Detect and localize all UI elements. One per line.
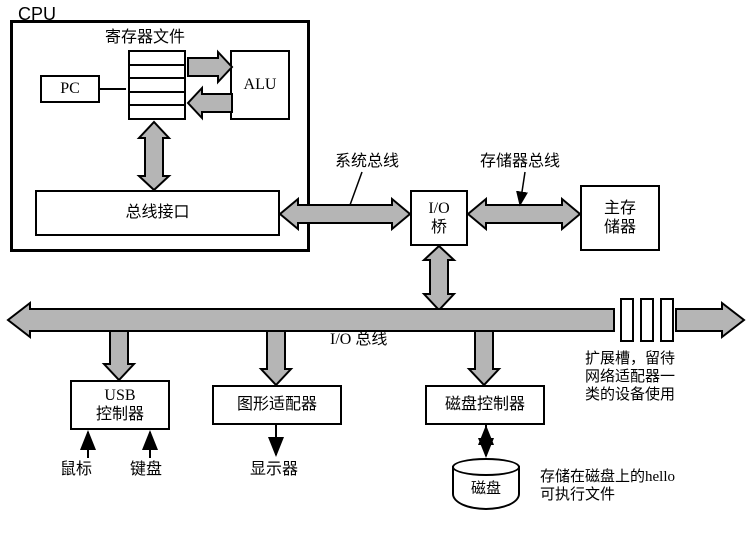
bus-interface-box: 总线接口 (35, 190, 280, 236)
hello-note: 存储在磁盘上的hello 可执行文件 (540, 468, 675, 504)
gfx-text: 图形适配器 (237, 395, 317, 414)
disk-controller-box: 磁盘控制器 (425, 385, 545, 425)
exp-slots-label: 扩展槽，留待 网络适配器一 类的设备使用 (585, 350, 675, 404)
system-bus-label: 系统总线 (335, 152, 399, 171)
io-bridge-text: I/O 桥 (428, 199, 449, 237)
alu-box: ALU (230, 50, 290, 120)
memory-bus-label: 存储器总线 (480, 152, 560, 171)
arrow-iobus-usb (104, 331, 134, 380)
cpu-label: CPU (18, 4, 56, 26)
io-bus-right (676, 303, 744, 337)
exp-slot-1 (620, 298, 634, 342)
usb-text: USB 控制器 (96, 386, 144, 424)
exp-slot-3 (660, 298, 674, 342)
exp-slot-2 (640, 298, 654, 342)
graphics-adapter-box: 图形适配器 (212, 385, 342, 425)
arrow-iobridge-mem (468, 199, 580, 229)
regfile-label: 寄存器文件 (105, 28, 185, 47)
register-file-box (128, 50, 186, 120)
keyboard-label: 键盘 (130, 460, 162, 479)
mouse-label: 鼠标 (60, 460, 92, 479)
line-membus-pointer (520, 172, 525, 205)
pc-text: PC (60, 79, 80, 98)
io-bus-label: I/O 总线 (330, 330, 387, 349)
arrow-iobridge-iobus (424, 246, 454, 310)
arrow-iobus-disk (469, 331, 499, 385)
arrow-iobus-gfx (261, 331, 291, 385)
io-bus-bar (8, 303, 614, 337)
disk-ctrl-text: 磁盘控制器 (445, 395, 525, 414)
main-memory-box: 主存 储器 (580, 185, 660, 251)
io-bridge-box: I/O 桥 (410, 190, 468, 246)
line-sysbus-pointer (350, 172, 362, 205)
disk-cylinder-top (452, 458, 520, 476)
main-mem-text: 主存 储器 (604, 199, 636, 237)
alu-text: ALU (244, 75, 277, 94)
display-label: 显示器 (250, 460, 298, 479)
disk-text: 磁盘 (471, 477, 501, 498)
pc-box: PC (40, 75, 100, 103)
usb-controller-box: USB 控制器 (70, 380, 170, 430)
bus-if-text: 总线接口 (125, 203, 189, 222)
